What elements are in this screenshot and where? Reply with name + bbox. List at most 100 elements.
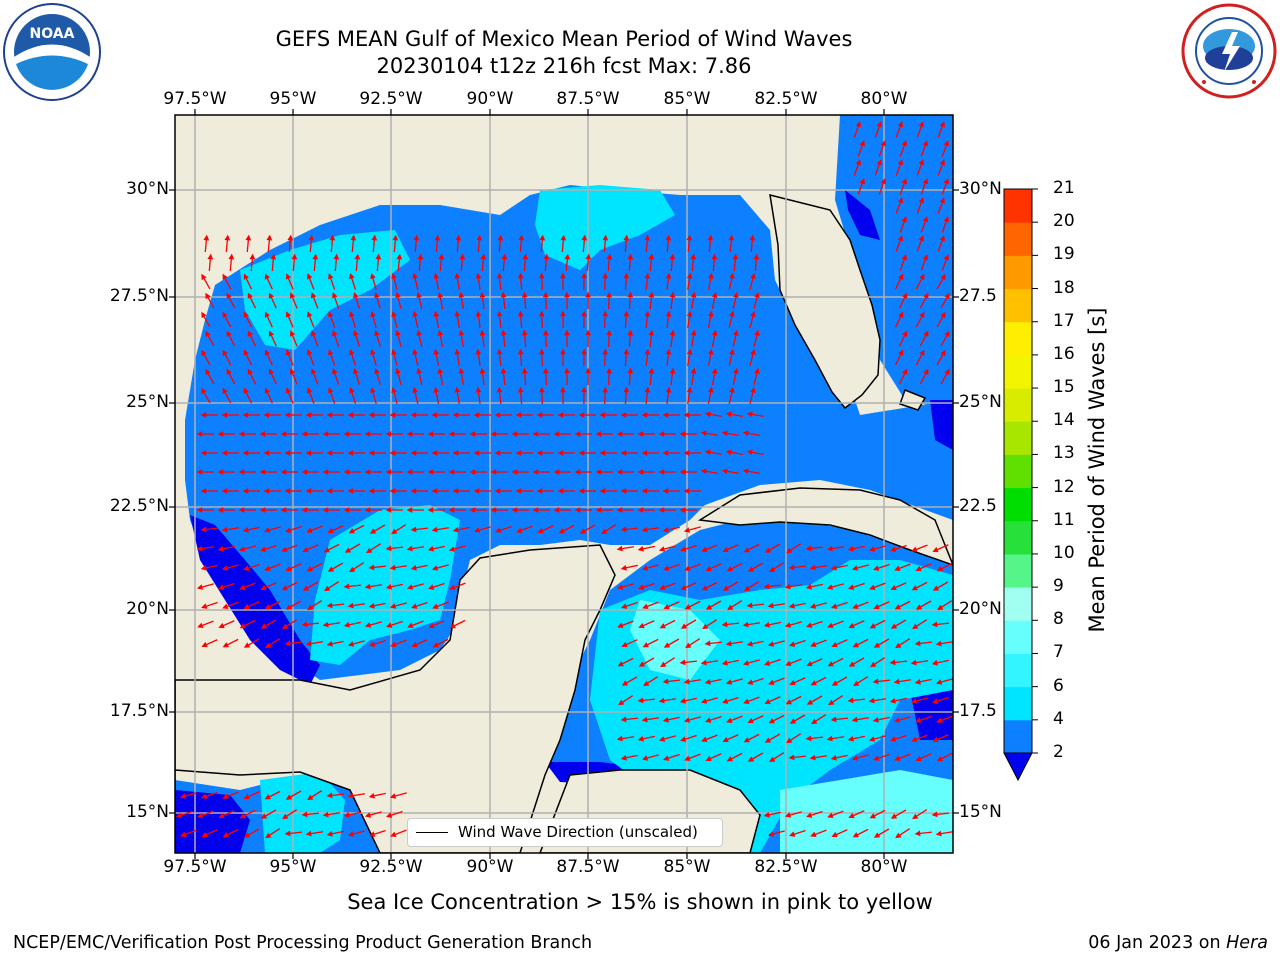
wind-wave-arrowhead: [620, 564, 627, 571]
wind-wave-arrowhead: [621, 641, 628, 648]
wind-wave-arrowhead: [410, 488, 417, 494]
wind-wave-arrowhead: [725, 679, 733, 685]
wind-wave-arrowhead: [936, 717, 943, 724]
wind-wave-arrowhead: [390, 641, 397, 648]
wind-wave-arrowhead: [239, 813, 246, 819]
wind-wave-arrowhead: [428, 622, 435, 629]
wind-wave-arrowhead: [452, 450, 459, 456]
wind-wave-arrowhead: [475, 348, 482, 355]
wind-wave-arrowhead: [686, 386, 693, 393]
wind-wave-arrowhead: [602, 234, 609, 241]
wind-wave-arrowhead: [343, 811, 350, 818]
wind-wave-arrowhead: [417, 253, 424, 260]
wind-wave-arrowhead: [239, 623, 246, 629]
wind-wave-arrowhead: [868, 697, 875, 704]
wind-wave-arrowhead: [606, 329, 613, 336]
wind-wave-arrowhead: [768, 718, 775, 724]
lat-tick-label-right: 27.5: [959, 286, 997, 306]
wind-wave-arrowhead: [433, 386, 440, 393]
wind-wave-arrowhead: [915, 565, 922, 572]
wind-wave-arrowhead: [521, 291, 528, 298]
wind-wave-arrowhead: [332, 330, 338, 337]
wind-wave-arrowhead: [897, 159, 903, 166]
sea-ice-note: Sea Ice Concentration > 15% is shown in …: [347, 890, 933, 914]
wind-wave-arrowhead: [385, 545, 392, 552]
colorbar-tick-label: 7: [1053, 642, 1064, 663]
wind-wave-arrowhead: [517, 272, 524, 279]
wind-wave-arrowhead: [280, 507, 287, 513]
wind-wave-arrowhead: [473, 527, 481, 533]
wind-wave-arrowhead: [406, 469, 413, 475]
wind-wave-arrowhead: [243, 642, 251, 648]
wind-wave-arrowhead: [910, 698, 918, 704]
wind-wave-arrowhead: [637, 545, 644, 552]
wind-wave-arrowhead: [242, 526, 249, 533]
wind-wave-arrowhead: [915, 755, 922, 762]
wind-wave-arrowhead: [890, 813, 898, 819]
lon-tick-label-top: 97.5°W: [163, 89, 227, 109]
wind-wave-arrowhead: [893, 717, 901, 723]
wind-wave-arrowhead: [448, 469, 455, 475]
wind-wave-arrowhead: [931, 811, 938, 818]
wind-wave-arrowhead: [669, 291, 676, 298]
map-frame: [174, 114, 954, 854]
wind-wave-arrowhead: [727, 604, 734, 611]
wind-wave-arrowhead: [347, 831, 355, 837]
wind-wave-arrowhead: [560, 310, 566, 317]
wind-wave-arrowhead: [242, 488, 249, 494]
wind-wave-arrowhead: [260, 623, 268, 629]
wind-wave-arrowhead: [923, 330, 929, 337]
wind-wave-arrowhead: [243, 387, 249, 394]
wind-wave-arrowhead: [786, 547, 793, 554]
wind-wave-arrowhead: [729, 348, 735, 355]
wind-wave-arrowhead: [944, 330, 950, 338]
wind-wave-arrowhead: [306, 349, 313, 356]
wind-wave-arrowhead: [200, 412, 207, 418]
wind-wave-arrowhead: [665, 272, 672, 279]
colorbar-segment: [1004, 354, 1032, 389]
wind-wave-arrowhead: [427, 431, 434, 437]
wind-wave-arrowhead: [412, 310, 418, 317]
wind-wave-arrowhead: [197, 812, 204, 819]
wind-wave-arrowhead: [217, 431, 224, 437]
wind-wave-arrowhead: [932, 546, 939, 553]
wind-wave-arrowhead: [226, 292, 232, 299]
wind-wave-arrowhead: [458, 291, 465, 298]
wind-wave-arrowhead: [847, 697, 854, 704]
wind-wave-arrowhead: [602, 272, 609, 279]
wind-wave-arrowhead: [644, 348, 651, 355]
wind-wave-arrowhead: [788, 602, 795, 609]
wind-wave-arrowhead: [454, 310, 461, 317]
wind-wave-arrowhead: [370, 272, 376, 280]
wind-wave-arrowhead: [662, 716, 669, 723]
wind-wave-arrowhead: [623, 272, 630, 279]
wind-wave-arrowhead: [805, 583, 812, 590]
wind-wave-arrowhead: [196, 545, 203, 552]
wind-wave-arrowhead: [542, 291, 549, 298]
wind-wave-arrowhead: [848, 661, 856, 667]
wind-wave-arrowhead: [935, 679, 943, 685]
colorbar-segment: [1004, 321, 1032, 356]
wind-wave-arrowhead: [410, 526, 417, 533]
wind-wave-arrowhead: [306, 527, 313, 534]
wind-wave-arrowhead: [238, 431, 245, 437]
wind-wave-arrowhead: [641, 755, 649, 761]
wind-wave-arrowhead: [728, 234, 735, 241]
wind-wave-arrowhead: [784, 812, 792, 818]
wind-wave-arrowhead: [704, 449, 711, 456]
colorbar-tick-label: 16: [1053, 343, 1075, 364]
wind-wave-arrowhead: [349, 387, 355, 394]
wind-wave-arrowhead: [944, 368, 950, 376]
wind-wave-arrowhead: [226, 368, 232, 375]
wind-wave-arrowhead: [326, 450, 333, 456]
wind-wave-arrowhead: [872, 716, 879, 723]
wind-wave-arrowhead: [347, 450, 354, 456]
wind-wave-arrowhead: [282, 813, 289, 820]
wind-wave-arrowhead: [517, 348, 524, 355]
wind-wave-arrowhead: [932, 736, 939, 743]
wind-wave-arrowhead: [806, 812, 813, 818]
wind-wave-arrowhead: [826, 545, 833, 552]
period-6-7-patch: [630, 600, 720, 680]
wind-wave-arrowhead: [332, 292, 338, 299]
colorbar-segment: [1004, 454, 1032, 489]
